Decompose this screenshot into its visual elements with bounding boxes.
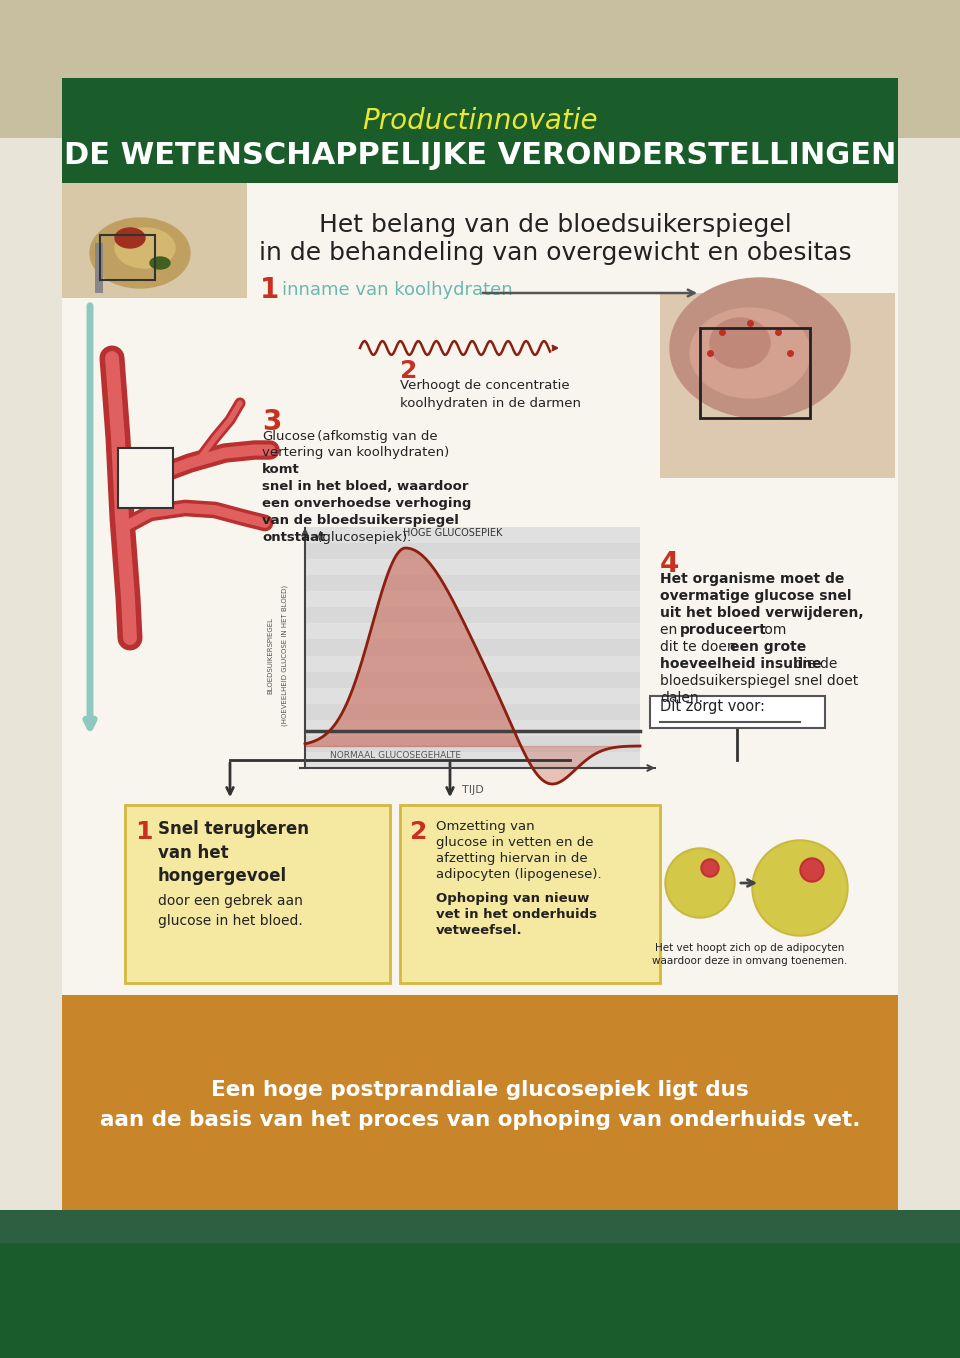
Text: door een gebrek aan
glucose in het bloed.: door een gebrek aan glucose in het bloed… [158, 894, 302, 928]
Text: (glucosepiek).: (glucosepiek). [313, 531, 411, 545]
Bar [305, 656, 640, 672]
Bar [305, 752, 640, 769]
Bar [0, 139, 960, 1358]
Text: Glucose: Glucose [262, 430, 315, 443]
Text: een grote: een grote [730, 640, 806, 655]
Text: van de bloedsuikerspiegel: van de bloedsuikerspiegel [262, 513, 459, 527]
Bar [305, 559, 640, 576]
Text: een onverhoedse verhoging: een onverhoedse verhoging [262, 497, 471, 511]
Bar [305, 720, 640, 736]
Circle shape [701, 860, 719, 877]
Bar [0, 0, 960, 139]
Bar [118, 448, 173, 508]
Text: Omzetting van: Omzetting van [436, 820, 535, 832]
Circle shape [703, 861, 717, 875]
Text: HOGE GLUCOSEPIEK: HOGE GLUCOSEPIEK [403, 528, 502, 538]
Text: DE WETENSCHAPPELIJKE VERONDERSTELLINGEN: DE WETENSCHAPPELIJKE VERONDERSTELLINGEN [63, 140, 897, 170]
Text: BLOEDSUIKERSPIEGEL: BLOEDSUIKERSPIEGEL [267, 617, 273, 694]
Text: vertering van koolhydraten): vertering van koolhydraten) [262, 445, 453, 459]
Bar [100, 235, 155, 280]
Text: (HOEVEELHEID GLUCOSE IN HET BLOED): (HOEVEELHEID GLUCOSE IN HET BLOED) [281, 585, 288, 727]
Text: Een hoge postprandiale glucosepiek ligt dus: Een hoge postprandiale glucosepiek ligt … [211, 1080, 749, 1100]
Bar [305, 543, 640, 559]
Text: dit te doen: dit te doen [660, 640, 740, 655]
Text: Snel terugkeren
van het
hongergevoel: Snel terugkeren van het hongergevoel [158, 820, 309, 885]
Circle shape [800, 858, 824, 881]
Ellipse shape [670, 278, 850, 418]
Bar [400, 805, 660, 983]
Bar [305, 703, 640, 720]
Bar [305, 672, 640, 687]
Bar [305, 736, 640, 752]
Bar [660, 293, 895, 478]
Text: Ophoping van nieuw: Ophoping van nieuw [436, 892, 589, 904]
Text: Het organisme moet de: Het organisme moet de [660, 572, 845, 587]
Text: in de behandeling van overgewicht en obesitas: in de behandeling van overgewicht en obe… [258, 240, 852, 265]
Text: Dit zorgt voor:: Dit zorgt voor: [660, 699, 765, 714]
Bar [62, 148, 898, 1243]
Bar [0, 1243, 960, 1358]
Bar [305, 607, 640, 623]
Text: vet in het onderhuids: vet in het onderhuids [436, 909, 597, 921]
Text: 2: 2 [410, 820, 427, 845]
Text: komt: komt [262, 463, 300, 477]
Circle shape [754, 842, 846, 934]
Text: 1: 1 [260, 276, 279, 304]
Circle shape [667, 850, 733, 917]
Bar [62, 77, 898, 183]
Text: dalen.: dalen. [660, 691, 703, 705]
Bar [305, 640, 640, 656]
Text: 3: 3 [262, 407, 281, 436]
Ellipse shape [710, 318, 770, 368]
Text: bloedsuikerspiegel snel doet: bloedsuikerspiegel snel doet [660, 674, 858, 689]
Text: inname van koolhydraten: inname van koolhydraten [282, 281, 513, 299]
Text: TIJD: TIJD [462, 785, 484, 794]
Text: vetweefsel.: vetweefsel. [436, 923, 522, 937]
Ellipse shape [115, 228, 145, 249]
Text: glucose in vetten en de: glucose in vetten en de [436, 837, 593, 849]
Bar [62, 183, 247, 297]
Text: 1: 1 [135, 820, 153, 845]
Ellipse shape [150, 257, 170, 269]
Bar [95, 243, 103, 293]
Circle shape [665, 847, 735, 918]
Ellipse shape [90, 219, 190, 288]
Text: produceert: produceert [680, 623, 767, 637]
Circle shape [802, 860, 822, 880]
Bar [700, 329, 810, 418]
Text: snel in het bloed, waardoor: snel in het bloed, waardoor [262, 479, 468, 493]
Text: 2: 2 [400, 359, 418, 383]
Text: overmatige glucose snel: overmatige glucose snel [660, 589, 852, 603]
Text: en: en [660, 623, 682, 637]
Bar [305, 543, 640, 769]
Bar [305, 687, 640, 703]
Bar [305, 527, 640, 543]
Text: Verhoogt de concentratie
koolhydraten in de darmen: Verhoogt de concentratie koolhydraten in… [400, 379, 581, 410]
Bar [305, 623, 640, 640]
Bar [62, 995, 898, 1210]
Text: (afkomstig van de: (afkomstig van de [313, 430, 438, 443]
Text: Productinnovatie: Productinnovatie [362, 107, 598, 134]
Bar [305, 591, 640, 607]
Text: Het vet hoopt zich op de adipocyten
waardoor deze in omvang toenemen.: Het vet hoopt zich op de adipocyten waar… [652, 942, 848, 966]
Text: ontstaat: ontstaat [262, 531, 325, 545]
Ellipse shape [690, 308, 810, 398]
Text: uit het bloed verwijderen,: uit het bloed verwijderen, [660, 606, 864, 621]
Text: hoeveelheid insuline: hoeveelheid insuline [660, 657, 822, 671]
Text: afzetting hiervan in de: afzetting hiervan in de [436, 851, 588, 865]
Text: Het belang van de bloedsuikerspiegel: Het belang van de bloedsuikerspiegel [319, 213, 791, 238]
Text: die de: die de [790, 657, 837, 671]
Text: 4: 4 [660, 550, 680, 579]
Bar [125, 805, 390, 983]
Text: om: om [760, 623, 786, 637]
Bar [650, 697, 825, 728]
Ellipse shape [115, 228, 175, 268]
Bar [0, 1210, 960, 1243]
Text: aan de basis van het proces van ophoping van onderhuids vet.: aan de basis van het proces van ophoping… [100, 1109, 860, 1130]
Bar [305, 576, 640, 591]
Circle shape [752, 841, 848, 936]
Text: NORMAAL GLUCOSEGEHALTE: NORMAAL GLUCOSEGEHALTE [330, 751, 461, 760]
Text: adipocyten (lipogenese).: adipocyten (lipogenese). [436, 868, 602, 881]
